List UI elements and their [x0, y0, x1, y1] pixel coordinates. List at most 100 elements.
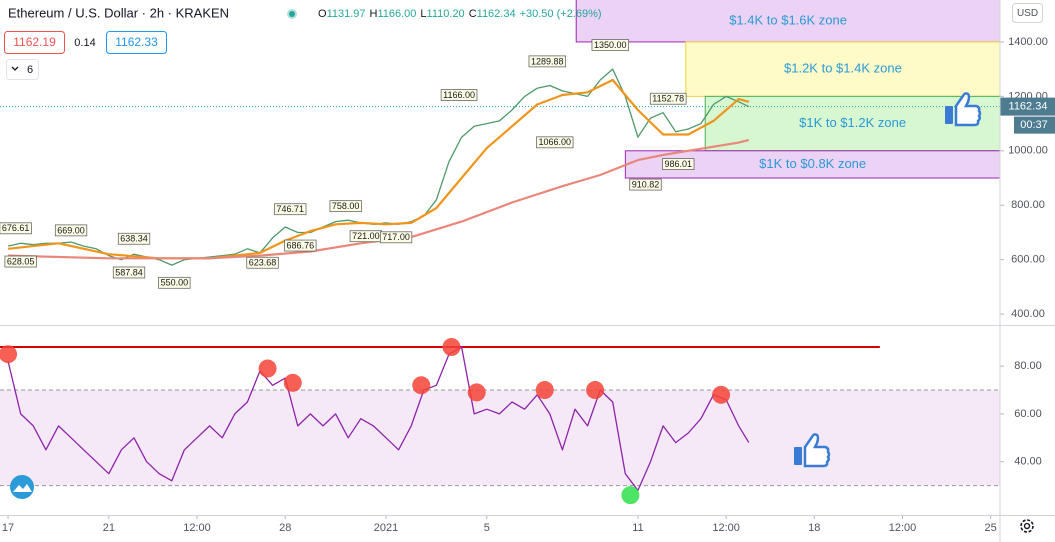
series-line: [7, 346, 750, 492]
signal-point: [283, 373, 302, 392]
price-label-box: [284, 239, 317, 252]
y-tick-label: 600.00: [1011, 254, 1045, 266]
price-label-box: [246, 256, 279, 269]
zone-box: [575, 0, 1000, 43]
price-label-box: [274, 203, 307, 216]
price-label-box: [158, 276, 191, 289]
price-label: 686.76: [287, 240, 315, 250]
price-label: 638.34: [120, 234, 148, 244]
price-label: 1289.88: [531, 56, 564, 66]
buy-price: 1162.33: [115, 35, 158, 49]
currency: USD: [1017, 8, 1038, 19]
signal-point: [258, 359, 277, 378]
ohlc-text: H: [370, 8, 378, 20]
ohlc-text: +30.50 (+2.69%): [520, 8, 602, 20]
price-label: 721.00: [352, 231, 380, 241]
series-line: [8, 138, 750, 260]
indicators-toggle[interactable]: [6, 59, 39, 80]
y-tick-label: 1000.00: [1008, 145, 1048, 157]
signal-point: [621, 486, 640, 505]
y-tick-label: 1400.00: [1008, 36, 1048, 48]
x-tick-label: 2021: [374, 522, 398, 534]
y-tick-label: 60.00: [1014, 408, 1042, 420]
buy-box[interactable]: [106, 31, 167, 54]
price-label-box: [112, 266, 146, 279]
price-label-box: [649, 92, 687, 105]
price-label-box: [54, 224, 88, 237]
y-tick-label: 800.00: [1011, 199, 1045, 211]
chevron-icon: [11, 66, 19, 71]
price-label: 669.00: [57, 225, 85, 235]
x-tick-label: 5: [484, 522, 490, 534]
x-tick-label: 11: [632, 522, 643, 534]
signal-point: [586, 381, 605, 400]
ohlc-text: 1166.00: [377, 8, 416, 20]
price-label-box: [536, 136, 574, 149]
countdown-tag: [1014, 116, 1055, 134]
y-tick-label: 40.00: [1014, 456, 1042, 468]
price-label: 1066.00: [539, 137, 572, 147]
price-label: 986.01: [664, 159, 692, 169]
price-label: 1152.78: [652, 94, 684, 104]
ohlc-text: C: [469, 8, 477, 20]
logo-mark: [13, 484, 32, 492]
price-label-box: [629, 178, 662, 191]
price-label-box: [4, 255, 37, 268]
last-price-label: 1162.34: [1009, 101, 1048, 113]
x-tick-label: 21: [103, 522, 115, 534]
zone-label: $1K to $0.8K zone: [759, 156, 866, 171]
price-label: 1166.00: [443, 90, 475, 100]
x-tick-label: 17: [2, 522, 14, 534]
ohlc-text: L: [420, 8, 426, 20]
signal-point: [412, 376, 431, 395]
countdown-label: 00:37: [1020, 119, 1048, 131]
x-tick-label: 18: [808, 522, 820, 534]
price-label-box: [591, 39, 629, 51]
price-label: 1350.00: [594, 40, 627, 50]
pane: [0, 338, 1000, 505]
price-label: 717.00: [382, 232, 410, 242]
currency-box[interactable]: [1012, 3, 1043, 23]
price-label-box: [528, 55, 566, 68]
spread: 0.14: [74, 37, 95, 49]
x-tick-label: 28: [279, 522, 291, 534]
price-label: 587.84: [115, 267, 143, 277]
price-label: 628.05: [7, 256, 35, 266]
x-tick-label: 25: [985, 522, 997, 534]
price-label: 550.00: [161, 278, 189, 288]
x-tick-label: 12:00: [183, 522, 211, 534]
logo-icon[interactable]: [10, 475, 34, 499]
ohlc: O 1131.97 H 1166.00 L 1110.20 C 1162.34 +30.50 (…: [318, 8, 602, 20]
symbol-title: Ethereum / U.S. Dollar · 2h · KRAKEN: [8, 5, 229, 20]
price-label: 676.61: [2, 223, 30, 233]
settings-icon[interactable]: [1020, 519, 1034, 533]
zone-label: $1.4K to $1.6K zone: [729, 12, 847, 27]
zone-label: $1K to $1.2K zone: [799, 115, 906, 130]
price-label-box: [379, 231, 413, 244]
ohlc-text: O: [318, 8, 327, 20]
price-label-box: [662, 158, 695, 170]
zone-box: [685, 41, 1000, 97]
ohlc-text: 1162.34: [477, 8, 516, 20]
rsi-band: [0, 390, 1000, 486]
sell-box[interactable]: [4, 31, 65, 54]
price-label: 910.82: [632, 179, 660, 189]
thumbs-up-icon: [794, 433, 831, 468]
signal-point: [467, 383, 486, 402]
price-label: 758.00: [332, 201, 360, 211]
price-label-box: [440, 89, 478, 101]
thumbs-up-icon: [945, 92, 982, 127]
signal-point: [712, 385, 731, 404]
signal-point: [442, 338, 461, 357]
price-label-box: [117, 232, 151, 245]
y-tick-label: 400.00: [1011, 308, 1045, 320]
sell-price: 1162.19: [13, 35, 56, 49]
signal-point: [0, 345, 18, 364]
ohlc-text: 1110.20: [427, 8, 465, 20]
price-label-box: [329, 200, 362, 213]
indicator-count: 6: [27, 64, 33, 76]
x-tick-label: 12:00: [889, 522, 917, 534]
x-tick-label: 12:00: [712, 522, 740, 534]
price-label: 623.68: [249, 258, 277, 268]
